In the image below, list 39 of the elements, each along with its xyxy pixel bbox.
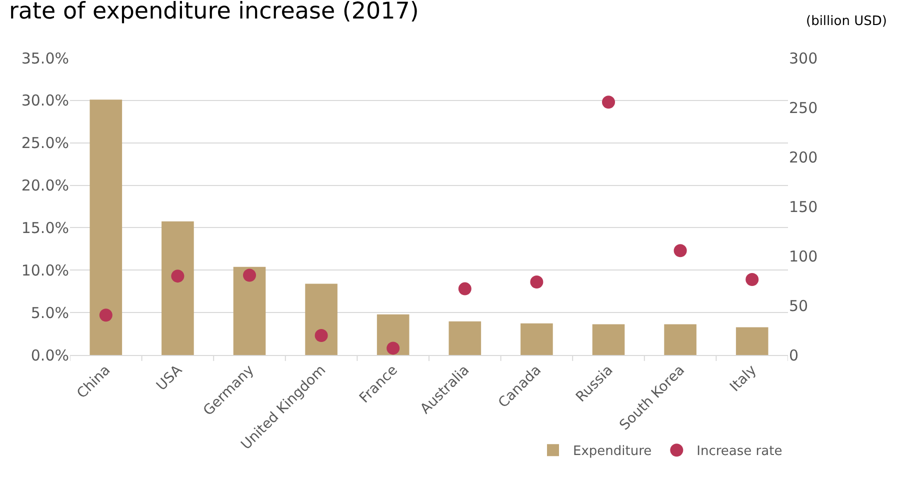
y2-tick-label: 300 xyxy=(789,49,818,68)
point xyxy=(674,244,687,258)
y2-tick-label: 250 xyxy=(789,98,818,117)
point xyxy=(314,328,328,342)
y2-tick-label: 150 xyxy=(789,198,818,216)
point xyxy=(746,272,759,286)
bar xyxy=(736,327,768,355)
bar xyxy=(90,100,122,355)
point xyxy=(99,308,112,322)
point xyxy=(602,96,615,109)
y2-tick-label: 100 xyxy=(789,247,818,266)
y2-tick-label: 50 xyxy=(789,296,808,315)
y2-tick-label: 200 xyxy=(789,148,818,166)
point xyxy=(171,270,184,283)
bar xyxy=(520,323,553,355)
bar xyxy=(305,284,338,355)
y-tick-label: 30.0% xyxy=(21,92,69,110)
point xyxy=(243,268,256,282)
point xyxy=(458,282,472,296)
legend-label: Increase rate xyxy=(696,444,782,460)
bar xyxy=(592,324,625,355)
bar xyxy=(664,324,696,355)
bar xyxy=(162,221,194,355)
point xyxy=(530,276,544,289)
y-tick-label: 20.0% xyxy=(21,176,69,195)
y-tick-label: 0.0% xyxy=(30,346,69,364)
y-tick-label: 15.0% xyxy=(21,218,69,237)
chart-title: rate of expenditure increase (2017) xyxy=(8,0,419,24)
y-tick-label: 25.0% xyxy=(21,134,69,152)
bar xyxy=(233,266,266,355)
y-tick-label: 5.0% xyxy=(30,304,69,322)
x-tick-label: USA xyxy=(154,362,186,394)
y2-tick-label: 0 xyxy=(789,346,799,364)
point xyxy=(386,342,400,355)
legend-label: Expenditure xyxy=(573,444,652,460)
bar xyxy=(448,321,482,355)
y-tick-label: 35.0% xyxy=(21,49,69,68)
y-tick-label: 10.0% xyxy=(21,261,69,280)
y2-axis-title: (billion USD) xyxy=(806,14,887,29)
